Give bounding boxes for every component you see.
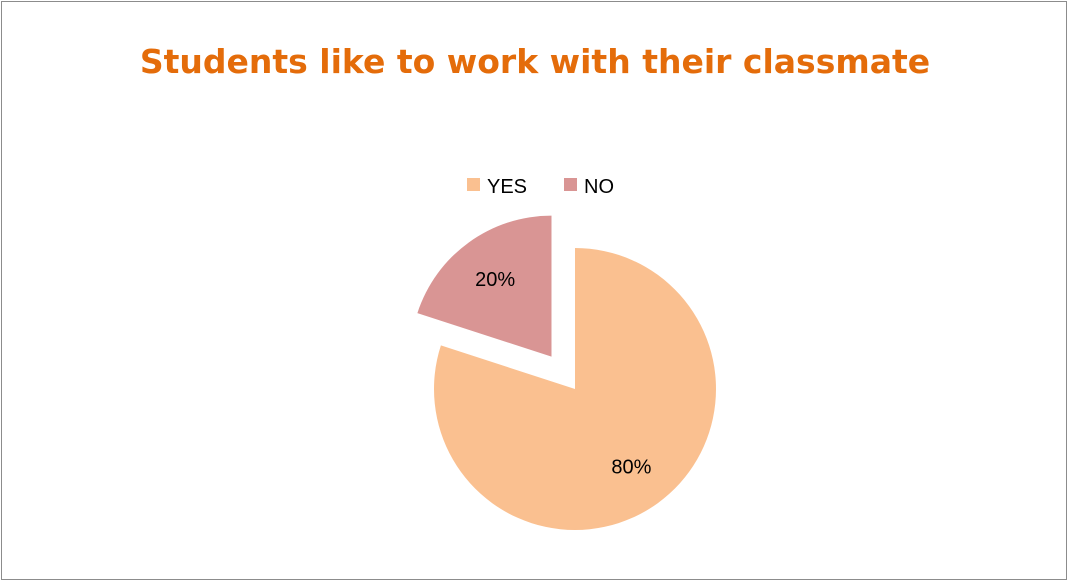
pie-data-labels: 80% 20% bbox=[475, 269, 651, 478]
legend-swatch-yes bbox=[467, 178, 480, 191]
pie-slices bbox=[417, 215, 716, 530]
legend: YES NO bbox=[467, 176, 614, 198]
legend-swatch-no bbox=[564, 178, 577, 191]
data-label-no: 20% bbox=[475, 269, 515, 291]
pie-slice-no bbox=[417, 215, 552, 357]
data-label-yes: 80% bbox=[611, 457, 651, 479]
legend-label-yes: YES bbox=[487, 176, 527, 198]
legend-label-no: NO bbox=[584, 176, 614, 198]
chart-title: Students like to work with their classma… bbox=[139, 42, 931, 81]
pie-slice-yes bbox=[433, 248, 716, 530]
